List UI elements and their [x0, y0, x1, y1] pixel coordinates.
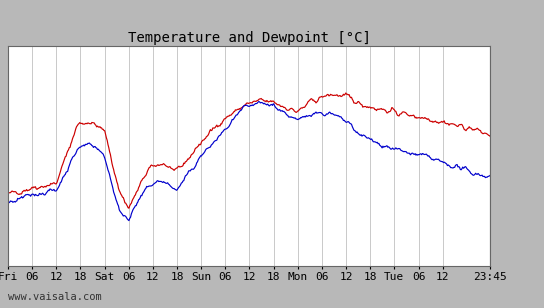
Title: Temperature and Dewpoint [°C]: Temperature and Dewpoint [°C]: [127, 31, 370, 45]
Text: www.vaisala.com: www.vaisala.com: [8, 292, 102, 302]
